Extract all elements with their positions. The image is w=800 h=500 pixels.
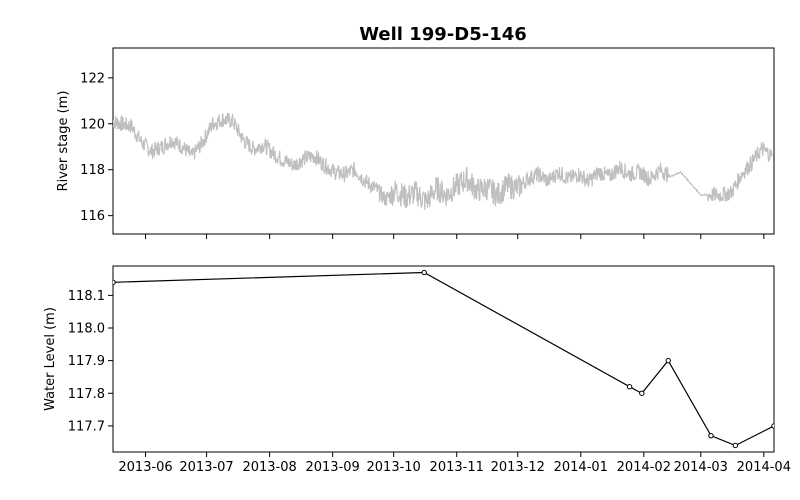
- xtick-label: 2013-12: [491, 460, 545, 475]
- xtick-label: 2014-03: [674, 460, 728, 475]
- xtick-label: 2013-10: [367, 460, 421, 475]
- water-level-panel: 117.7 117.8 117.9 118.0 118.1 2013-06 2013-07 2…: [68, 265, 791, 475]
- river-stage-ytick-label: 120: [80, 117, 105, 132]
- xtick-label: 2013-06: [118, 460, 172, 475]
- water-level-axis-label: Water Level (m): [43, 307, 58, 411]
- water-level-series-line: [113, 271, 774, 447]
- water-level-axes-frame: [112, 265, 775, 453]
- water-level-ytick-label: 118.1: [68, 289, 105, 304]
- xtick-label: 2014-04: [737, 460, 791, 475]
- river-stage-axis-label: River stage (m): [56, 91, 71, 192]
- water-level-point: [639, 390, 645, 396]
- river-stage-panel: 116 118 120 122: [80, 47, 775, 239]
- water-level-point: [708, 432, 714, 439]
- water-level-point: [665, 357, 671, 364]
- water-level-ytick-label: 117.7: [68, 419, 105, 434]
- water-level-point: [771, 423, 774, 429]
- chart-title: Well 199-D5-146: [359, 24, 527, 45]
- xtick-label: 2014-01: [554, 460, 608, 475]
- water-level-ytick-label: 117.8: [68, 387, 105, 402]
- water-level-point: [732, 442, 739, 449]
- river-stage-axes-frame: [112, 47, 775, 235]
- xtick-label: 2013-07: [179, 460, 233, 475]
- river-stage-ytick-label: 118: [80, 163, 105, 178]
- xtick-label: 2013-09: [305, 460, 359, 475]
- water-level-ytick-label: 117.9: [68, 354, 105, 369]
- water-level-ytick-label: 118.0: [68, 322, 105, 337]
- river-stage-ytick-label: 122: [80, 71, 105, 86]
- xtick-label: 2014-02: [617, 460, 671, 475]
- xtick-label: 2013-08: [242, 460, 296, 475]
- water-level-point: [421, 269, 427, 276]
- river-stage-series-line: [113, 112, 773, 210]
- river-stage-ytick-label: 116: [80, 209, 105, 224]
- water-level-point: [626, 384, 633, 390]
- xtick-label: 2013-11: [430, 460, 484, 475]
- water-level-point: [113, 279, 116, 286]
